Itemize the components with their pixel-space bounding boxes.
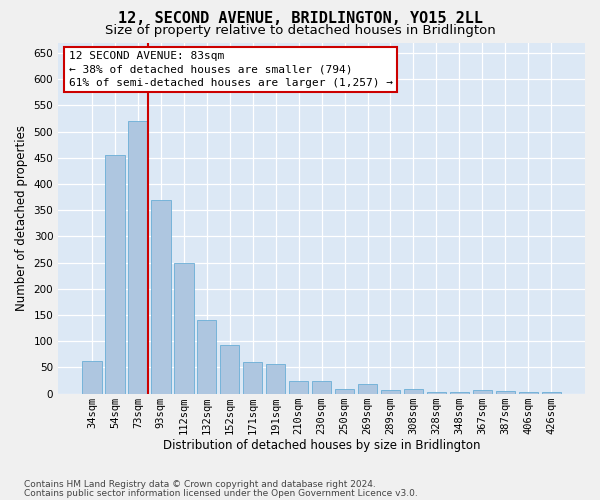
Bar <box>449 392 469 394</box>
Bar <box>381 390 400 394</box>
Bar <box>404 389 423 394</box>
Bar <box>151 200 170 394</box>
Bar <box>82 360 101 394</box>
Bar <box>128 121 148 394</box>
Text: Size of property relative to detached houses in Bridlington: Size of property relative to detached ho… <box>104 24 496 37</box>
Bar <box>220 345 239 394</box>
Bar <box>243 362 262 394</box>
Bar <box>542 392 561 394</box>
Bar <box>174 262 194 394</box>
Bar <box>312 380 331 394</box>
Bar <box>496 390 515 394</box>
Bar <box>335 390 355 394</box>
X-axis label: Distribution of detached houses by size in Bridlington: Distribution of detached houses by size … <box>163 440 481 452</box>
Text: Contains public sector information licensed under the Open Government Licence v3: Contains public sector information licen… <box>24 489 418 498</box>
Bar <box>105 155 125 394</box>
Text: 12, SECOND AVENUE, BRIDLINGTON, YO15 2LL: 12, SECOND AVENUE, BRIDLINGTON, YO15 2LL <box>118 11 482 26</box>
Bar <box>289 380 308 394</box>
Bar <box>518 392 538 394</box>
Text: Contains HM Land Registry data © Crown copyright and database right 2024.: Contains HM Land Registry data © Crown c… <box>24 480 376 489</box>
Text: 12 SECOND AVENUE: 83sqm
← 38% of detached houses are smaller (794)
61% of semi-d: 12 SECOND AVENUE: 83sqm ← 38% of detache… <box>69 52 393 88</box>
Bar <box>197 320 217 394</box>
Bar <box>473 390 492 394</box>
Y-axis label: Number of detached properties: Number of detached properties <box>15 125 28 311</box>
Bar <box>358 384 377 394</box>
Bar <box>266 364 286 394</box>
Bar <box>427 392 446 394</box>
